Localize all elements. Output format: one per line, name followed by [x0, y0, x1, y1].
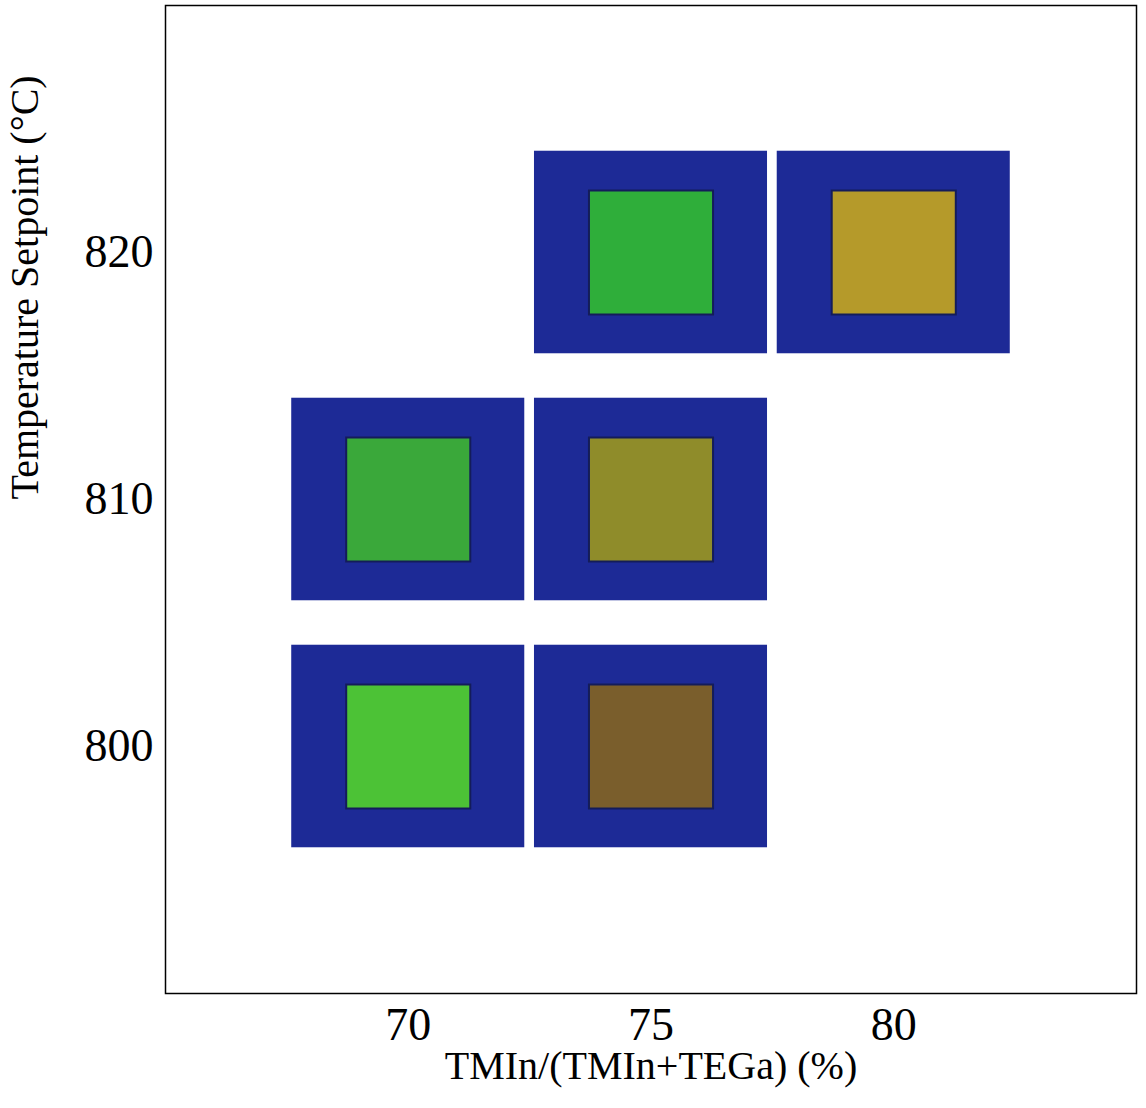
svg-text:810: 810	[85, 473, 154, 524]
svg-text:800: 800	[85, 720, 154, 771]
svg-text:80: 80	[871, 999, 917, 1050]
svg-text:TMIn/(TMIn+TEGa) (%): TMIn/(TMIn+TEGa) (%)	[445, 1043, 857, 1088]
svg-text:820: 820	[85, 226, 154, 277]
svg-text:70: 70	[385, 999, 431, 1050]
svg-text:75: 75	[628, 999, 674, 1051]
svg-text:Temperature Setpoint (°C): Temperature Setpoint (°C)	[2, 75, 47, 499]
